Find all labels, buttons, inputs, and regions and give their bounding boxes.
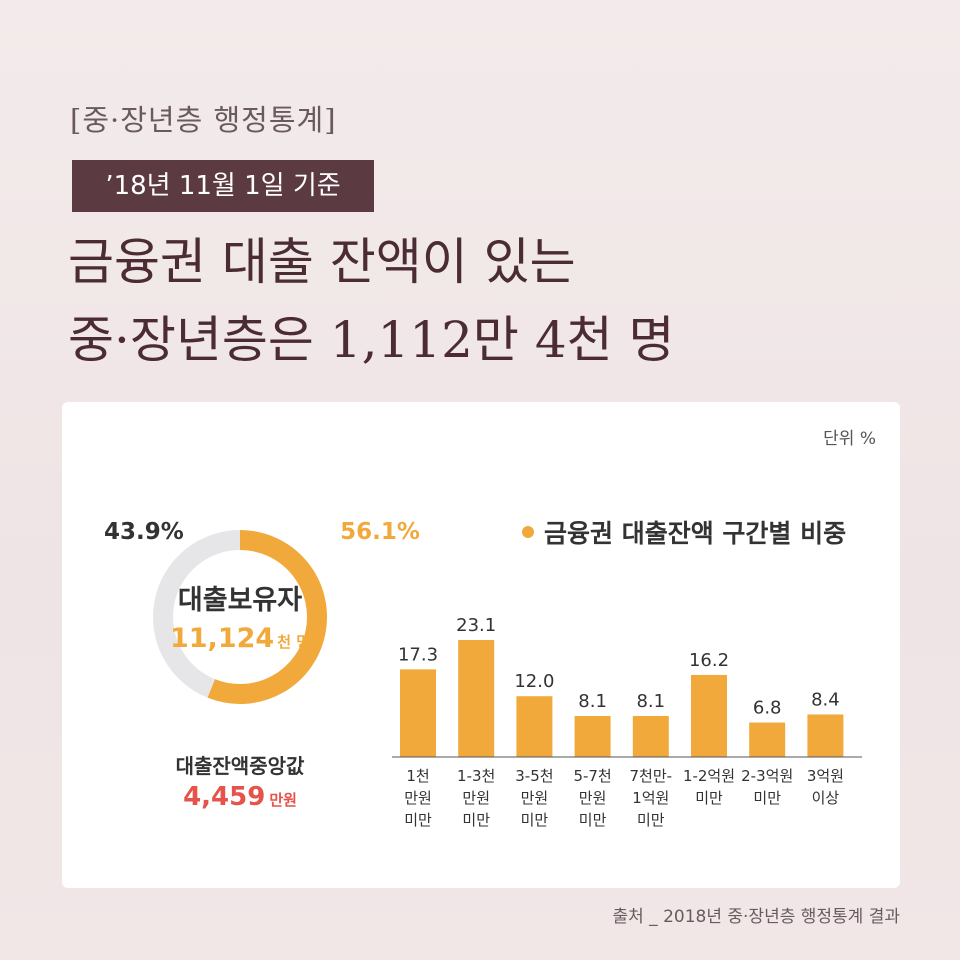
donut-slice-1 xyxy=(153,530,241,698)
bar-1 xyxy=(458,640,495,757)
bar-category-label-3-2: 미만 xyxy=(579,811,607,829)
bar-category-label-4-0: 7천만- xyxy=(630,767,673,785)
headline-line-2: 중·장년층은 1,112만 4천 명 xyxy=(68,311,675,369)
headline-line-1: 금융권 대출 잔액이 있는 xyxy=(68,233,576,291)
donut-slice-label-1: 43.9% xyxy=(104,519,184,545)
bar-value-label-3: 8.1 xyxy=(578,691,607,712)
bar-category-label-1-1: 만원 xyxy=(462,789,490,807)
bar-category-label-5-0: 1-2억원 xyxy=(683,767,735,785)
section-tag: [중·장년층 행정통계] xyxy=(70,103,337,137)
bar-category-label-7-1: 이상 xyxy=(812,789,840,807)
bar-category-label-0-2: 미만 xyxy=(404,811,432,829)
bar-value-label-7: 8.4 xyxy=(811,689,840,710)
unit-label: 단위 % xyxy=(823,429,876,449)
donut-center-label: 대출보유자 xyxy=(178,585,302,616)
median-number: 4,459 xyxy=(183,782,266,812)
legend-dot-icon xyxy=(522,526,534,538)
bar-category-label-6-0: 2-3억원 xyxy=(741,767,793,785)
bar-category-label-4-2: 미만 xyxy=(637,811,665,829)
bar-6 xyxy=(749,722,786,757)
bar-legend: 금융권 대출잔액 구간별 비중 xyxy=(522,514,846,550)
donut-center-value: 11,124 천 명 xyxy=(170,623,310,654)
legend-label: 금융권 대출잔액 구간별 비중 xyxy=(544,519,847,548)
bar-5 xyxy=(691,674,727,757)
median-value: 4,459 만원 xyxy=(150,782,330,812)
median-unit: 만원 xyxy=(269,791,297,809)
bar-2 xyxy=(516,696,553,757)
bar-category-label-3-0: 5-7천 xyxy=(573,767,611,785)
median-label: 대출잔액중앙값 xyxy=(175,754,305,778)
bar-value-label-4: 8.1 xyxy=(636,691,665,712)
bar-category-label-2-1: 만원 xyxy=(521,789,549,807)
bar-category-label-1-0: 1-3천 xyxy=(457,767,495,785)
date-badge: ’18년 11월 1일 기준 xyxy=(72,160,374,212)
bar-3 xyxy=(574,715,611,757)
bar-value-label-6: 6.8 xyxy=(753,698,782,719)
bar-category-label-4-1: 1억원 xyxy=(632,789,669,807)
bar-value-label-1: 23.1 xyxy=(456,615,496,636)
bar-value-label-0: 17.3 xyxy=(398,644,438,665)
bar-category-label-7-0: 3억원 xyxy=(807,767,844,785)
bar-category-label-5-1: 미만 xyxy=(695,789,723,807)
bar-category-label-2-2: 미만 xyxy=(521,811,549,829)
bar-category-label-3-1: 만원 xyxy=(579,789,607,807)
source-note: 출처 _ 2018년 중·장년층 행정통계 결과 xyxy=(612,907,900,927)
donut-slice-0 xyxy=(207,530,328,704)
bar-4 xyxy=(632,715,669,757)
bar-category-label-2-0: 3-5천 xyxy=(515,767,553,785)
bar-0 xyxy=(400,669,436,757)
bar-category-label-1-2: 미만 xyxy=(462,811,490,829)
bar-value-label-2: 12.0 xyxy=(514,671,554,692)
bar-category-label-6-1: 미만 xyxy=(753,789,781,807)
bar-value-label-5: 16.2 xyxy=(689,650,729,671)
bar-category-label-0-0: 1천 xyxy=(406,767,429,785)
chart-card: 단위 % 금융권 대출잔액 구간별 비중 56.1% 43.9% 대출보유자 11,1… xyxy=(62,402,900,888)
bar-7 xyxy=(807,714,844,757)
donut-slice-label-0: 56.1% xyxy=(340,519,420,545)
bar-category-label-0-1: 만원 xyxy=(404,789,432,807)
